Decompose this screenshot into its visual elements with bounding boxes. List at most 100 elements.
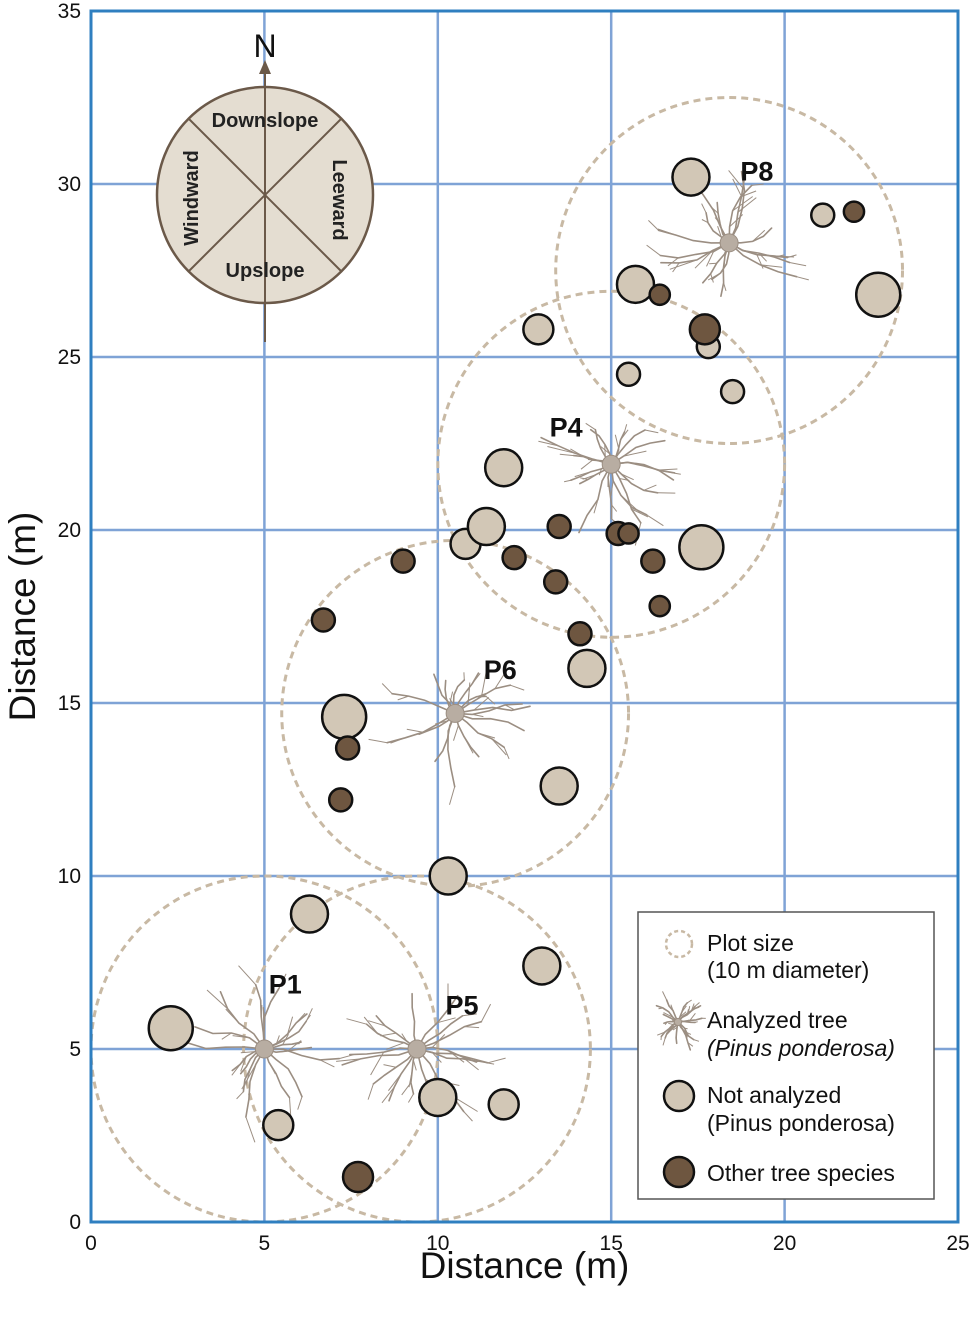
root-strand bbox=[341, 1048, 418, 1066]
root-strand bbox=[254, 983, 266, 1050]
root-branch bbox=[689, 1012, 696, 1021]
root-branch bbox=[728, 170, 745, 191]
other-species-tree bbox=[310, 607, 337, 633]
root-branch bbox=[464, 1026, 480, 1029]
legend-other-species-label: Other tree species bbox=[707, 1160, 895, 1186]
root-branch bbox=[758, 252, 767, 262]
root-branch bbox=[449, 786, 456, 805]
root-strand bbox=[388, 1048, 418, 1102]
plot-circle-p6 bbox=[280, 538, 631, 888]
root-strand bbox=[610, 461, 675, 481]
not-analyzed-tree bbox=[678, 524, 725, 571]
other-species-tree bbox=[327, 787, 354, 813]
root-branch bbox=[487, 1057, 506, 1064]
compass-rose: N Downslope Leeward Upslope Windward bbox=[155, 28, 375, 342]
root-branch bbox=[297, 1096, 303, 1110]
root-strand bbox=[245, 1048, 266, 1118]
root-strand bbox=[677, 1021, 692, 1051]
root-branch bbox=[643, 484, 657, 491]
plot-label-p6: P6 bbox=[484, 655, 517, 685]
x-tick-label: 0 bbox=[85, 1232, 97, 1255]
plot-label-p5: P5 bbox=[446, 990, 479, 1020]
root-branch bbox=[709, 262, 717, 265]
not-analyzed-tree bbox=[262, 1108, 295, 1142]
analyzed-tree-p6 bbox=[368, 671, 531, 805]
root-branch bbox=[407, 1093, 414, 1103]
root-strand bbox=[610, 463, 642, 524]
root-strand bbox=[447, 712, 456, 788]
not-analyzed-tree bbox=[719, 378, 746, 405]
y-tick-label: 10 bbox=[58, 865, 81, 888]
root-collar bbox=[445, 703, 465, 723]
root-branch bbox=[751, 183, 764, 186]
root-branch bbox=[717, 226, 722, 238]
root-strand bbox=[578, 463, 612, 534]
y-tick-label: 35 bbox=[58, 0, 81, 23]
root-branch bbox=[461, 1056, 479, 1071]
root-branch bbox=[737, 197, 757, 213]
not-analyzed-tree bbox=[615, 264, 656, 305]
root-branch bbox=[278, 973, 287, 989]
root-branch bbox=[610, 480, 614, 497]
root-branch bbox=[386, 1042, 405, 1050]
root-branch bbox=[462, 1013, 477, 1017]
other-species-tree bbox=[648, 283, 672, 307]
root-branch bbox=[686, 999, 692, 1004]
legend-box bbox=[637, 911, 935, 1200]
root-branch bbox=[585, 422, 596, 431]
root-strand bbox=[349, 1047, 418, 1056]
compass-downslope-label: Downslope bbox=[212, 110, 319, 132]
root-branch bbox=[672, 262, 680, 273]
tick-labels: 0 5 10 15 20 25 0 5 10 15 20 25 30 35 bbox=[58, 0, 970, 1255]
root-branch bbox=[796, 276, 809, 281]
root-branch bbox=[559, 453, 574, 457]
root-strand bbox=[655, 1004, 679, 1023]
root-branch bbox=[368, 1020, 386, 1027]
other-species-tree bbox=[648, 594, 672, 618]
root-branch bbox=[710, 273, 714, 283]
root-branch bbox=[206, 989, 228, 1010]
root-branch bbox=[789, 262, 807, 267]
root-branch bbox=[238, 965, 257, 986]
other-species-tree bbox=[341, 1160, 375, 1194]
root-branch bbox=[646, 514, 664, 527]
root-branch bbox=[687, 1006, 691, 1013]
root-branch bbox=[431, 1052, 442, 1063]
root-branch bbox=[406, 728, 424, 733]
not-analyzed-tree bbox=[487, 1088, 520, 1121]
root-branch bbox=[580, 459, 593, 470]
root-branch bbox=[614, 434, 620, 449]
root-branch bbox=[240, 1056, 247, 1072]
root-branch bbox=[449, 691, 454, 704]
root-branch bbox=[381, 1086, 395, 1104]
root-strand bbox=[660, 242, 730, 264]
y-tick-label: 0 bbox=[69, 1211, 81, 1234]
root-strand bbox=[454, 684, 512, 715]
compass-windward-label: Windward bbox=[181, 150, 203, 245]
root-strand bbox=[219, 991, 266, 1050]
not-analyzed-tree bbox=[418, 1077, 458, 1118]
x-tick-label: 15 bbox=[600, 1232, 623, 1255]
not-analyzed-tree bbox=[466, 506, 507, 547]
plot-label-p8: P8 bbox=[740, 157, 773, 187]
not-analyzed-tree bbox=[567, 648, 607, 689]
plot-circle-p5 bbox=[242, 874, 592, 1224]
root-branch bbox=[381, 683, 393, 695]
legend-analyzed-tree-sublabel: (Pinus ponderosa) bbox=[707, 1035, 895, 1061]
analyzed-tree-p5 bbox=[336, 983, 506, 1122]
root-branch bbox=[481, 671, 487, 697]
analyzed-tree-roots bbox=[162, 159, 809, 1143]
root-branch bbox=[480, 1003, 492, 1022]
root-branch bbox=[706, 251, 714, 267]
grid-lines bbox=[91, 11, 958, 1222]
root-branch bbox=[275, 1035, 280, 1045]
root-branch bbox=[305, 1008, 313, 1022]
compass-north-arrowhead bbox=[259, 60, 271, 74]
root-branch bbox=[510, 684, 525, 691]
root-branch bbox=[631, 508, 649, 518]
root-branch bbox=[380, 1032, 397, 1037]
root-branch bbox=[760, 264, 783, 268]
root-strand bbox=[610, 463, 648, 516]
legend-other-species-swatch bbox=[662, 1155, 696, 1189]
